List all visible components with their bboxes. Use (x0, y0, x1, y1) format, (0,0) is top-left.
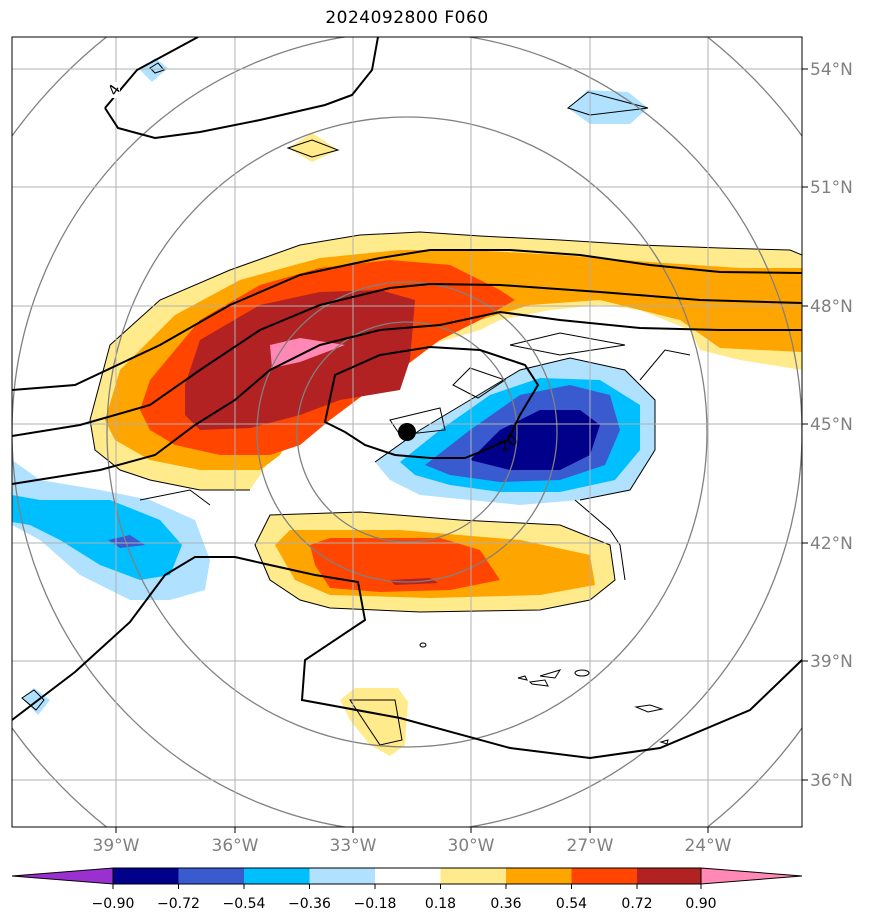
colorbar-tick-8: 0.54 (556, 896, 587, 912)
longitude-labels: 39°W 36°W 33°W 30°W 27°W 24°W (93, 836, 732, 856)
colorbar: −0.90 −0.72 −0.54 −0.36 −0.18 0.18 0.36 … (11, 867, 803, 912)
cold-patch-northwest (140, 58, 168, 82)
lat-label-42n: 42°N (810, 534, 853, 554)
thick-contours (12, 37, 802, 760)
colorbar-segment-3 (244, 868, 310, 884)
west-negative-0.54 (108, 535, 145, 548)
lat-label-39n: 39°N (810, 652, 853, 672)
latitude-labels: 54°N 51°N 48°N 45°N 42°N 39°N 36°N (810, 60, 853, 791)
map-title: 2024092800 F060 (325, 8, 489, 28)
colorbar-tick-1: −0.90 (92, 896, 135, 912)
lat-label-54n: 54°N (810, 60, 853, 80)
west-negative-0.36 (12, 495, 182, 580)
colorbar-tick-5: −0.18 (354, 896, 397, 912)
yellow-patch-north (288, 133, 338, 162)
cold-patch-northeast (568, 90, 648, 124)
lon-label-30w: 30°W (448, 836, 495, 856)
colorbar-extend-high (700, 867, 803, 885)
yellow-patch-south (340, 688, 408, 756)
storm-center-marker (398, 423, 416, 441)
colorbar-tick-3: −0.54 (223, 896, 266, 912)
lon-label-27w: 27°W (567, 836, 614, 856)
colorbar-tick-7: 0.36 (490, 896, 521, 912)
south-positive-0.54 (310, 538, 500, 592)
lat-label-51n: 51°N (810, 178, 853, 198)
graticule (12, 37, 802, 827)
colorbar-segment-2 (178, 868, 244, 884)
colorbar-tick-9: 0.72 (621, 896, 652, 912)
colorbar-segment-1 (113, 868, 179, 884)
lon-label-36w: 36°W (212, 836, 259, 856)
colorbar-segment-4 (309, 868, 375, 884)
colorbar-segment-9 (637, 868, 701, 884)
colorbar-tick-4: −0.36 (288, 896, 331, 912)
lat-label-45n: 45°N (810, 415, 853, 435)
lat-label-48n: 48°N (810, 297, 853, 317)
colorbar-tick-10: 0.90 (685, 896, 716, 912)
lon-label-24w: 24°W (685, 836, 732, 856)
lon-label-39w: 39°W (93, 836, 140, 856)
colorbar-segment-6 (440, 868, 506, 884)
plot-frame (11, 36, 803, 828)
colorbar-extend-low (11, 867, 114, 885)
axis-ticks (115, 68, 808, 833)
lat-label-36n: 36°N (810, 771, 853, 791)
colorbar-tick-6: 0.18 (425, 896, 456, 912)
colorbar-segment-8 (571, 868, 637, 884)
colorbar-segment-7 (506, 868, 572, 884)
colorbar-segment-5 (375, 868, 441, 884)
lon-label-33w: 33°W (330, 836, 377, 856)
thin-contours (21, 62, 802, 746)
negative-0.72-region (470, 410, 600, 470)
colorbar-tick-2: −0.72 (157, 896, 200, 912)
